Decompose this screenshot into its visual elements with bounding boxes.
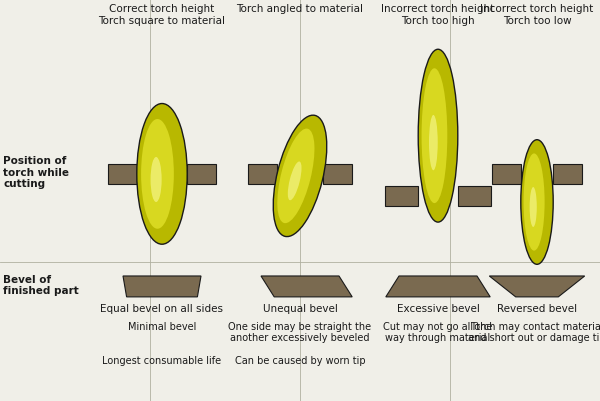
Ellipse shape (530, 188, 537, 227)
Ellipse shape (429, 115, 438, 171)
Text: Torch may contact material
and short out or damage tip: Torch may contact material and short out… (468, 321, 600, 342)
Text: Excessive bevel: Excessive bevel (397, 303, 479, 313)
Text: Incorrect torch height
Torch too high: Incorrect torch height Torch too high (382, 4, 494, 26)
Polygon shape (123, 276, 201, 297)
Polygon shape (386, 276, 490, 297)
Ellipse shape (273, 116, 327, 237)
Text: Reversed bevel: Reversed bevel (497, 303, 577, 313)
Bar (458, 187, 491, 206)
Ellipse shape (141, 120, 174, 229)
Bar (553, 165, 582, 184)
Text: Incorrect torch height
Torch too low: Incorrect torch height Torch too low (481, 4, 593, 26)
Polygon shape (490, 276, 584, 297)
Bar (108, 165, 137, 184)
Ellipse shape (277, 129, 314, 224)
Text: Cut may not go all the
way through material: Cut may not go all the way through mater… (383, 321, 493, 342)
Text: Torch angled to material: Torch angled to material (236, 4, 364, 14)
Text: Bevel of
finished part: Bevel of finished part (3, 274, 79, 296)
Text: Longest consumable life: Longest consumable life (103, 355, 221, 365)
Bar (187, 165, 216, 184)
Polygon shape (261, 276, 352, 297)
Text: One side may be straight the
another excessively beveled: One side may be straight the another exc… (229, 321, 371, 342)
Bar (248, 165, 277, 184)
Ellipse shape (151, 158, 161, 203)
Ellipse shape (422, 69, 448, 204)
Text: Position of
torch while
cutting: Position of torch while cutting (3, 156, 69, 189)
Text: Unequal bevel: Unequal bevel (263, 303, 337, 313)
Ellipse shape (137, 104, 187, 245)
Ellipse shape (524, 154, 545, 251)
Bar (492, 165, 521, 184)
Text: Equal bevel on all sides: Equal bevel on all sides (101, 303, 223, 313)
Ellipse shape (418, 50, 458, 223)
Text: Can be caused by worn tip: Can be caused by worn tip (235, 355, 365, 365)
Text: Correct torch height
Torch square to material: Correct torch height Torch square to mat… (98, 4, 226, 26)
Ellipse shape (288, 162, 302, 201)
Bar (385, 187, 418, 206)
Ellipse shape (521, 140, 553, 265)
Bar (323, 165, 352, 184)
Text: Minimal bevel: Minimal bevel (128, 321, 196, 331)
